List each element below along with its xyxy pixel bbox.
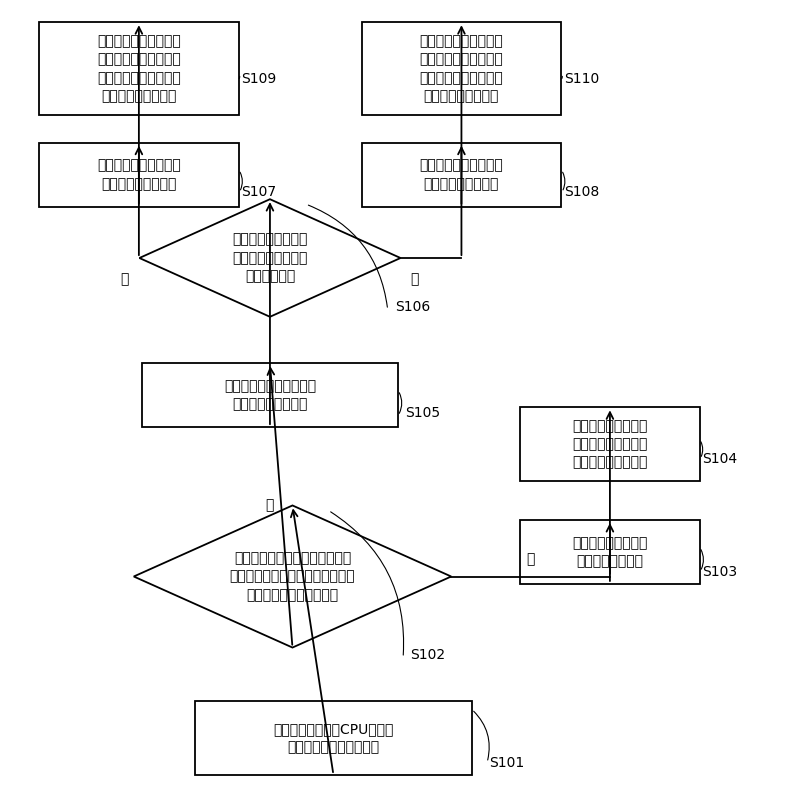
Text: S103: S103	[702, 565, 738, 578]
FancyBboxPatch shape	[142, 364, 398, 427]
Text: 时钟调整模块判断外部时钟源信
号的时钟频率是否为时钟需求芯片
所需时钟信号的时钟频率: 时钟调整模块判断外部时钟源信 号的时钟频率是否为时钟需求芯片 所需时钟信号的时钟…	[230, 551, 355, 602]
Text: S102: S102	[410, 648, 446, 662]
FancyBboxPatch shape	[362, 23, 562, 115]
Text: 时钟调整模块接收CPU或时钟
需求芯片发送的判断指令: 时钟调整模块接收CPU或时钟 需求芯片发送的判断指令	[274, 722, 394, 754]
Text: S105: S105	[405, 406, 440, 420]
Text: 时钟调整模块将接收
到的外部时钟源信号
发送给时钟需求芯片: 时钟调整模块将接收 到的外部时钟源信号 发送给时钟需求芯片	[572, 419, 648, 470]
Text: 是: 是	[121, 271, 129, 286]
FancyBboxPatch shape	[362, 143, 562, 207]
Text: 否: 否	[266, 498, 274, 513]
Text: S108: S108	[564, 185, 599, 199]
Text: S104: S104	[702, 452, 738, 466]
Text: S109: S109	[242, 71, 277, 86]
FancyBboxPatch shape	[195, 701, 472, 775]
Text: 指令识别子模块判断
接收到的变频指令是
否为升频指令: 指令识别子模块判断 接收到的变频指令是 否为升频指令	[232, 232, 308, 284]
Text: 是: 是	[526, 552, 534, 567]
Text: S101: S101	[489, 756, 524, 769]
Text: 升频子模块对外部时钟
源信号进行升频处理，
向时钟需求芯片发送升
频处理后的时钟信号: 升频子模块对外部时钟 源信号进行升频处理， 向时钟需求芯片发送升 频处理后的时钟…	[97, 34, 181, 104]
Text: S110: S110	[564, 71, 599, 86]
Polygon shape	[139, 199, 401, 317]
Text: S107: S107	[242, 185, 277, 199]
FancyBboxPatch shape	[520, 407, 699, 481]
FancyBboxPatch shape	[39, 23, 238, 115]
Text: S106: S106	[395, 300, 430, 314]
Text: 降频子模块对外部时钟
源信号进行降频处理，
向时钟需求芯片发送降
频处理后的时钟信号: 降频子模块对外部时钟 源信号进行降频处理， 向时钟需求芯片发送降 频处理后的时钟…	[419, 34, 503, 104]
Text: 时钟调整模块向开关
模块发送开启指令: 时钟调整模块向开关 模块发送开启指令	[572, 535, 648, 568]
Text: 指令识别子模块向升频
子模块发送升频指令: 指令识别子模块向升频 子模块发送升频指令	[97, 159, 181, 191]
Polygon shape	[134, 505, 451, 647]
Text: 否: 否	[410, 271, 419, 286]
Text: 时钟调整模块向指令识别
子模块发送变频指令: 时钟调整模块向指令识别 子模块发送变频指令	[224, 379, 316, 411]
FancyBboxPatch shape	[39, 143, 238, 207]
FancyBboxPatch shape	[520, 520, 699, 584]
Text: 指令识别子模块向降频
子模块发送降频指令: 指令识别子模块向降频 子模块发送降频指令	[419, 159, 503, 191]
